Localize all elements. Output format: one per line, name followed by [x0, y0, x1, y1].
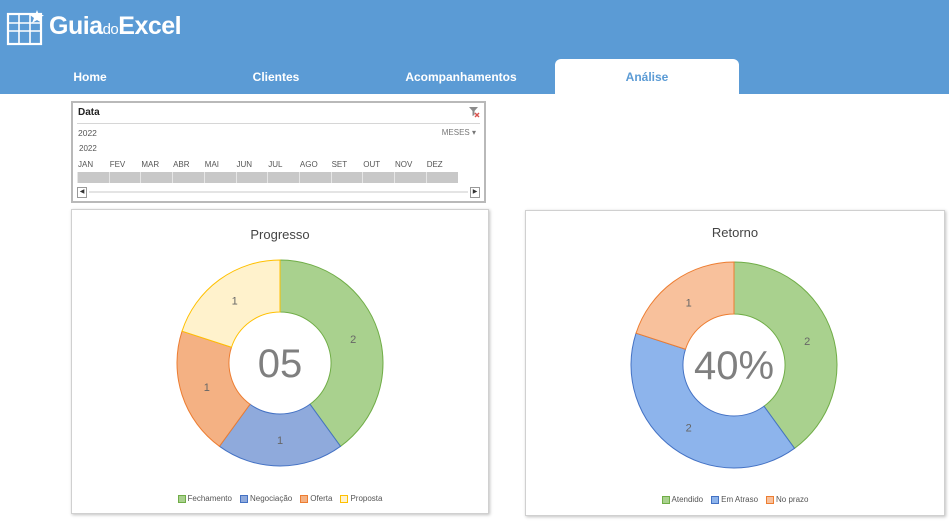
slicer-divider [77, 123, 480, 124]
legend-label: Em Atraso [721, 495, 759, 504]
timeline-bar[interactable] [77, 172, 458, 183]
timeline-month-segment[interactable] [140, 172, 173, 183]
month-label[interactable]: ABR [173, 160, 190, 169]
nav-home[interactable]: Home [73, 69, 107, 84]
chart-title: Retorno [711, 225, 759, 240]
donut-slice[interactable] [630, 332, 796, 469]
month-label[interactable]: OUT [363, 160, 381, 169]
clear-filter-icon[interactable] [468, 106, 480, 118]
legend-swatch [766, 495, 775, 504]
timeline-month-segment[interactable] [298, 172, 332, 183]
month-label[interactable]: MAI [204, 160, 220, 169]
timeline-month-segment[interactable] [425, 172, 459, 183]
month-label[interactable]: FEV [109, 160, 126, 169]
legend-item[interactable]: Em Atraso [711, 495, 758, 504]
center-label: 05 [258, 342, 303, 386]
chart-title: Progresso [250, 227, 310, 242]
data-label: 2 [804, 336, 810, 348]
time-level-dropdown[interactable]: MESES ▾ [441, 128, 476, 137]
chart-legend: Atendido Em Atraso No prazo [526, 495, 944, 504]
timeline-month-segment[interactable] [172, 172, 205, 183]
legend-item[interactable]: No prazo [766, 495, 808, 504]
legend-swatch [711, 495, 720, 504]
selected-period: 2022 [78, 128, 97, 138]
timeline-month-segment[interactable] [235, 172, 269, 183]
data-label: 1 [277, 435, 283, 447]
legend-label: Oferta [310, 494, 333, 503]
donut-slice[interactable] [218, 403, 342, 467]
year-label: 2022 [79, 144, 97, 153]
nav-clientes[interactable]: Clientes [252, 69, 300, 84]
month-label[interactable]: NOV [395, 160, 413, 169]
legend-item[interactable]: Oferta [300, 494, 332, 503]
legend-label: Fechamento [187, 494, 232, 503]
donut-slice[interactable] [635, 261, 735, 350]
nav-acompanhamentos[interactable]: Acompanhamentos [405, 69, 517, 84]
nav-analise[interactable]: Análise [555, 59, 739, 94]
timeline-month-segment[interactable] [203, 172, 237, 183]
donut-slice[interactable] [181, 259, 281, 348]
center-label: 40% [694, 344, 774, 388]
month-label[interactable]: JUL [268, 160, 283, 169]
retorno-donut-chart: 2 2 1 40% [630, 261, 838, 469]
data-label: 1 [232, 296, 238, 308]
month-label[interactable]: JUN [236, 160, 253, 169]
month-label[interactable]: SET [331, 160, 348, 169]
logo-text: GuiadoExcel [49, 12, 182, 40]
legend-label: Negociação [249, 494, 293, 503]
timeline-month-segment[interactable] [267, 172, 300, 183]
chart-legend: Fechamento Negociação Oferta Proposta [72, 494, 488, 503]
month-label[interactable]: JAN [78, 160, 94, 169]
data-label: 1 [204, 382, 210, 394]
donut-slice[interactable] [733, 261, 838, 450]
timeline-month-segment[interactable] [108, 172, 142, 183]
logo: GuiadoExcel [6, 8, 182, 48]
timeline-month-segment[interactable] [77, 172, 110, 183]
month-label[interactable]: AGO [299, 160, 318, 169]
data-label: 2 [686, 422, 692, 434]
donut-slice[interactable] [279, 259, 384, 448]
legend-item[interactable]: Atendido [661, 495, 704, 504]
legend-item[interactable]: Proposta [340, 494, 382, 503]
timeline-month-segment[interactable] [362, 172, 395, 183]
timeline-month-segment[interactable] [330, 172, 364, 183]
slicer-title: Data [78, 107, 100, 118]
timeline-scrollbar[interactable]: ◀ ▶ [77, 187, 480, 198]
progresso-chart-card: Progresso 2 1 1 1 05 Fechamento Negociação Ofe… [71, 209, 489, 514]
month-label[interactable]: DEZ [426, 160, 443, 169]
timeline-month-segment[interactable] [394, 172, 427, 183]
legend-swatch [300, 494, 309, 503]
legend-swatch [340, 494, 349, 503]
data-label: 1 [686, 298, 692, 310]
header-bar: GuiadoExcel Home Clientes Acompanhamento… [0, 0, 949, 94]
scroll-right-icon[interactable]: ▶ [470, 187, 480, 198]
legend-label: Proposta [350, 494, 383, 503]
progresso-donut-chart: 2 1 1 1 05 [176, 259, 384, 467]
legend-swatch [177, 494, 186, 503]
date-timeline-slicer[interactable]: Data 2022 MESES ▾ 2022 JAN FEV MAR ABR MAI JU… [71, 101, 486, 203]
legend-item[interactable]: Negociação [239, 494, 293, 503]
retorno-chart-card: Retorno 2 2 1 40% Atendido Em Atraso No prazo [525, 210, 945, 516]
legend-label: Atendido [671, 495, 704, 504]
legend-swatch [661, 495, 670, 504]
chevron-down-icon: ▾ [471, 128, 476, 137]
scroll-track[interactable] [89, 191, 468, 193]
month-label[interactable]: MAR [141, 160, 160, 169]
spreadsheet-logo-icon [6, 10, 44, 46]
legend-item[interactable]: Fechamento [177, 494, 232, 503]
scroll-left-icon[interactable]: ◀ [77, 187, 87, 198]
legend-label: No prazo [776, 495, 809, 504]
legend-swatch [239, 494, 248, 503]
data-label: 2 [350, 334, 356, 346]
donut-slice[interactable] [176, 330, 251, 448]
